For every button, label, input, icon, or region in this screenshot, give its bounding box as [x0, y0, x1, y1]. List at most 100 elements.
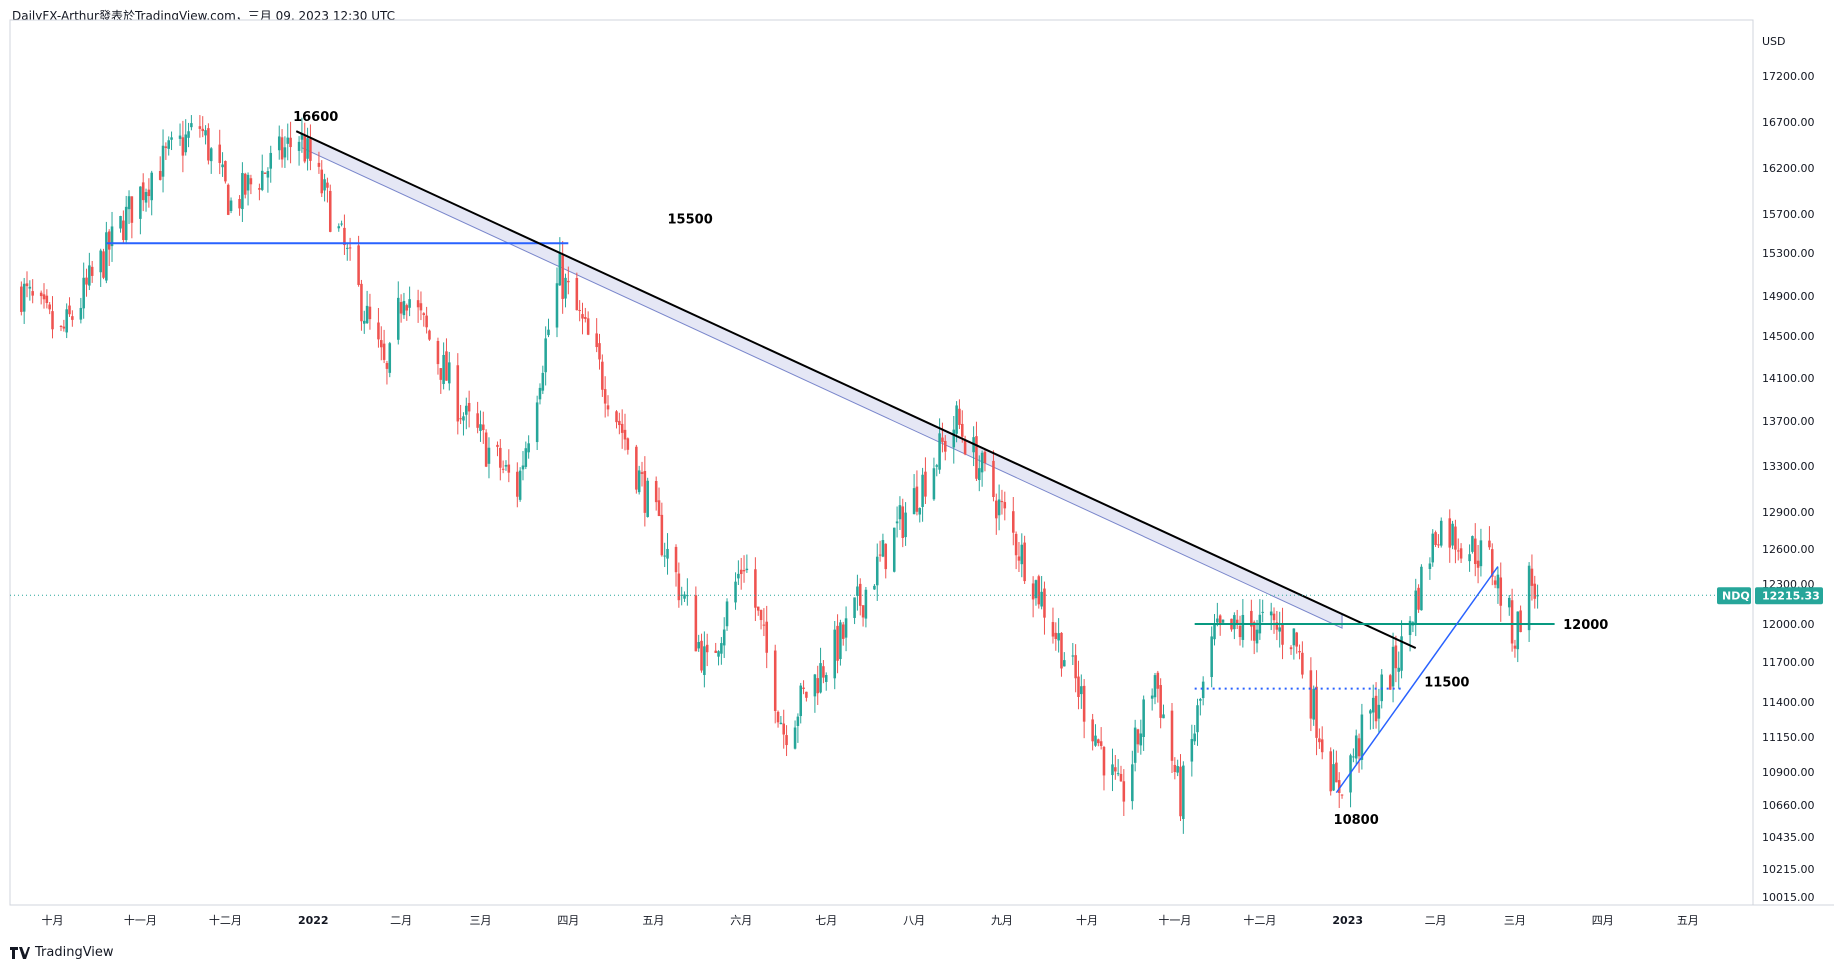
candle — [654, 476, 658, 511]
candle-body — [745, 568, 749, 571]
candle — [258, 183, 261, 201]
candle-body — [328, 190, 332, 232]
candle — [538, 383, 542, 405]
candle — [1437, 534, 1440, 548]
candle — [51, 296, 54, 339]
candle-body — [1238, 625, 1242, 638]
candle-body — [717, 651, 720, 657]
candle-body — [286, 137, 290, 144]
candle — [122, 210, 125, 244]
candle — [663, 542, 666, 568]
candle — [269, 145, 273, 183]
candle-body — [467, 402, 471, 412]
x-tick-label: 五月 — [1677, 914, 1699, 927]
candle-body — [48, 304, 51, 310]
candle — [1298, 644, 1301, 660]
candle — [300, 117, 304, 153]
candle-body — [422, 313, 426, 316]
candle — [700, 633, 703, 673]
candle — [467, 390, 471, 428]
candle — [754, 557, 757, 622]
candle-body — [419, 303, 423, 311]
candle-body — [1139, 733, 1143, 746]
candle — [496, 441, 499, 457]
tradingview-brand[interactable]: TradingView — [10, 945, 114, 960]
candle — [785, 725, 788, 757]
candle — [1116, 759, 1120, 777]
candle — [1516, 611, 1520, 663]
candle — [1281, 607, 1284, 660]
candle — [1261, 599, 1264, 623]
candle — [416, 289, 420, 323]
candle — [776, 710, 780, 728]
candle-body — [1170, 710, 1174, 761]
candle — [626, 437, 630, 455]
candle-body — [921, 474, 924, 507]
candle-body — [365, 305, 369, 324]
candle-body — [558, 253, 562, 286]
candle-body — [924, 471, 927, 497]
y-tick-label: 17200.00 — [1762, 70, 1815, 83]
candle-body — [1213, 624, 1216, 640]
candle-body — [1133, 727, 1137, 763]
candle — [85, 268, 88, 297]
candle — [303, 122, 307, 164]
candle-body — [1091, 719, 1094, 742]
candle-body — [1221, 619, 1225, 623]
candle-body — [1533, 583, 1537, 599]
candle-body — [348, 247, 352, 249]
candle-body — [1479, 540, 1483, 567]
annotation-12000: 12000 — [1563, 618, 1608, 633]
candle-body — [654, 480, 658, 503]
candle — [379, 326, 383, 361]
candle-body — [544, 338, 547, 373]
candle — [1357, 733, 1361, 773]
candle-body — [1250, 610, 1253, 627]
candle — [1292, 628, 1296, 660]
candle — [584, 307, 587, 323]
candle — [734, 572, 737, 610]
candle-body — [1173, 764, 1177, 773]
candle-body — [1278, 627, 1281, 632]
candle — [1040, 576, 1043, 610]
candle — [1388, 673, 1392, 690]
candle-body — [1272, 613, 1276, 621]
candle-body — [1417, 587, 1420, 610]
downtrend-line[interactable] — [295, 130, 1417, 649]
candle — [119, 215, 122, 233]
candle-body — [960, 423, 964, 437]
candle-body — [1318, 738, 1321, 743]
x-tick-label: 2023 — [1332, 914, 1363, 927]
candle — [1397, 651, 1401, 689]
candle-body — [932, 468, 936, 500]
candle — [1329, 747, 1332, 796]
candle — [1371, 684, 1375, 730]
candle — [1448, 509, 1452, 563]
candle-body — [408, 299, 411, 308]
candle-body — [1131, 764, 1134, 802]
x-tick-label: 六月 — [730, 914, 752, 927]
annotation-11500: 11500 — [1424, 676, 1469, 691]
candle-body — [459, 418, 462, 420]
candle-body — [1116, 773, 1120, 775]
rising-trendline[interactable] — [1335, 566, 1499, 794]
candle-body — [465, 405, 468, 415]
candle-body — [802, 687, 805, 689]
candle — [45, 289, 49, 309]
candle-body — [601, 361, 604, 390]
candle-body — [1156, 672, 1160, 689]
y-tick-label: 15300.00 — [1762, 247, 1815, 260]
x-tick-label: 十二月 — [209, 913, 242, 927]
candle — [898, 496, 902, 530]
candle-body — [816, 678, 820, 694]
x-tick-label: 十一月 — [1158, 913, 1191, 927]
candle — [419, 291, 423, 321]
candle — [1414, 578, 1418, 637]
candle — [705, 633, 709, 667]
candle-body — [943, 440, 947, 452]
annotation-15500: 15500 — [668, 213, 713, 228]
candle-body — [90, 266, 94, 276]
candle-body — [598, 343, 601, 360]
candle — [110, 211, 114, 262]
